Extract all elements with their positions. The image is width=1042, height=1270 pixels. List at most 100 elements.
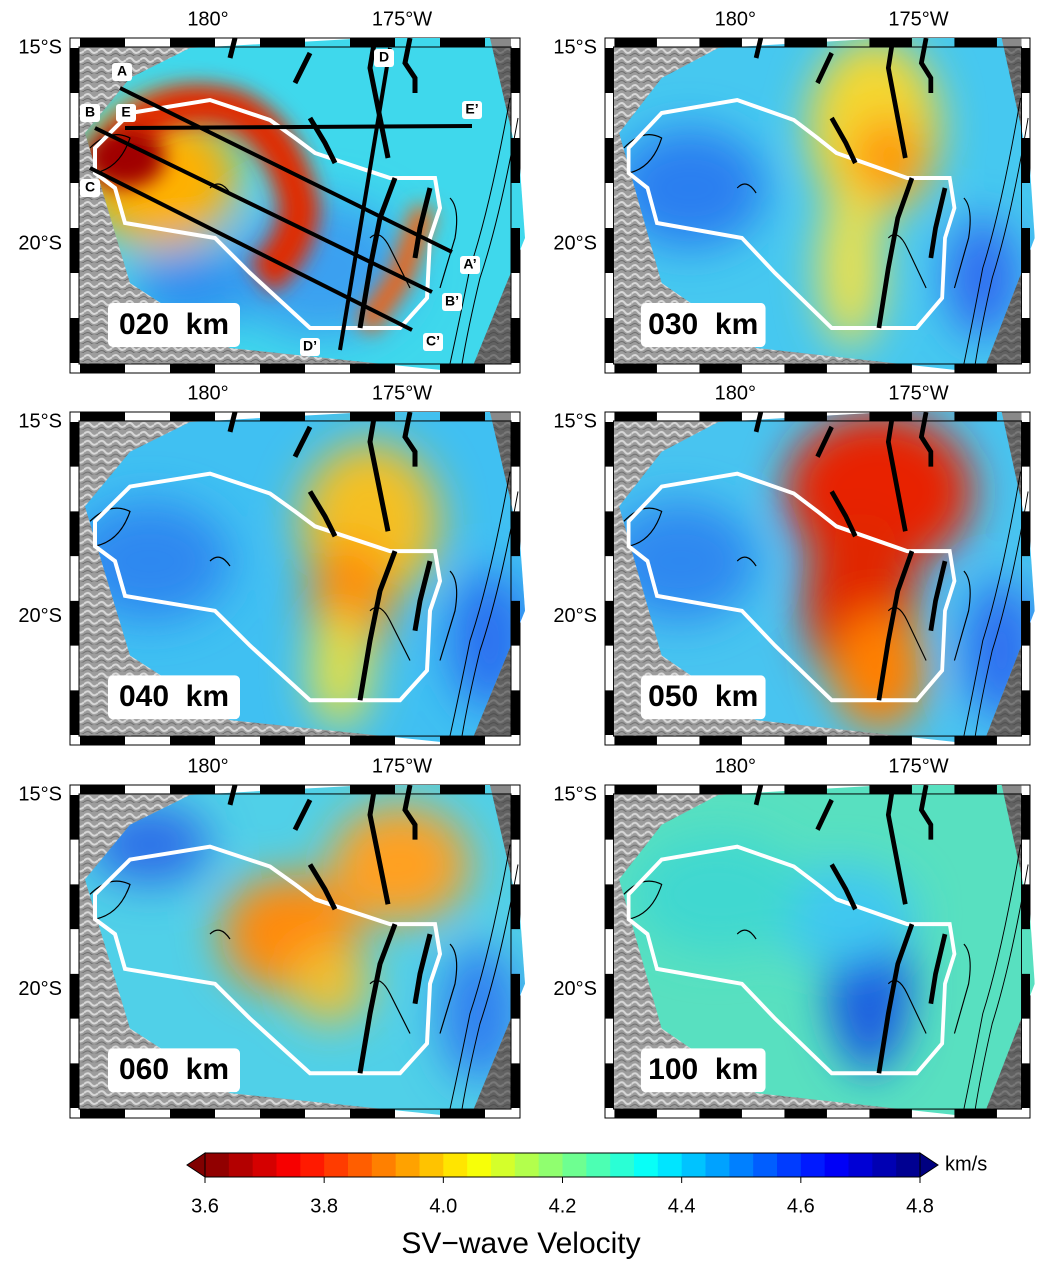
lat-label: 15°S	[18, 410, 62, 432]
map: 050 km	[605, 411, 1035, 746]
colorbar-step	[252, 1153, 277, 1177]
profile-label: A	[117, 63, 127, 79]
anomaly	[850, 118, 927, 198]
spreading-center	[292, 425, 313, 458]
velocity-field	[85, 38, 525, 373]
spreading-center	[928, 187, 948, 259]
inner-frame	[78, 793, 512, 1110]
colorbar-step	[634, 1153, 659, 1177]
spreading-center	[357, 923, 398, 1074]
depth-box	[108, 675, 240, 720]
frame-ticks	[70, 38, 520, 373]
study-outline	[93, 844, 443, 1076]
velocity-anomalies	[619, 38, 1021, 348]
colorbar-step	[467, 1153, 492, 1177]
anomaly	[831, 610, 927, 731]
spreading-center	[876, 923, 915, 1074]
spreading-center	[227, 784, 238, 806]
colorbar-step	[276, 1153, 301, 1177]
spreading-center	[815, 798, 834, 831]
arc-contours	[449, 844, 519, 1110]
inner-frame	[613, 46, 1022, 365]
colorbar-step	[371, 1153, 397, 1177]
profile-label-box	[442, 293, 462, 311]
lon-label: 180°	[187, 8, 228, 30]
colorbar-high-arrow	[919, 1152, 939, 1178]
profile-label: B	[85, 104, 95, 120]
colorbar-step	[800, 1153, 826, 1177]
map-panel: 060 km 180° 175°W 15°S 20°S	[18, 755, 525, 1119]
study-outline	[626, 844, 957, 1076]
profiles: A A’ B B’ C C’ D D’ E E’	[80, 47, 482, 356]
profile-line	[94, 126, 433, 294]
map: 060 km	[70, 784, 525, 1119]
spreading-center	[357, 177, 398, 329]
depth-label: 020 km	[119, 308, 229, 341]
profile-line	[119, 86, 453, 254]
profile-label: D	[379, 49, 389, 65]
inner-frame	[78, 420, 512, 737]
spreading-center	[402, 37, 418, 93]
spreading-center	[918, 37, 934, 93]
colorbar-step	[228, 1153, 254, 1177]
spreading-center	[829, 490, 858, 538]
lat-label: 20°S	[18, 978, 62, 1000]
profile-label: E	[121, 104, 130, 120]
lat-label: 15°S	[553, 36, 597, 58]
arc-contours	[963, 97, 1029, 365]
profile-label-box	[80, 104, 100, 122]
spreading-center	[307, 863, 338, 911]
lon-label: 180°	[715, 382, 756, 404]
anomaly	[817, 188, 884, 348]
lat-label: 20°S	[18, 605, 62, 627]
colorbar-step	[753, 1153, 778, 1177]
colorbar-step	[324, 1153, 349, 1177]
lon-label: 175°W	[888, 755, 948, 777]
profile-label-box	[423, 333, 443, 351]
island-contours	[89, 134, 458, 289]
anomaly	[85, 128, 165, 188]
spreading-center	[402, 784, 418, 840]
profile-label: D’	[303, 338, 317, 354]
island-contours	[623, 880, 971, 1034]
anomaly	[310, 610, 370, 731]
map-panel: 040 km 180° 175°W 15°S 20°S	[18, 382, 525, 746]
map-panel: 100 km 180° 175°W 15°S 20°S	[553, 755, 1035, 1119]
lon-label: 175°W	[888, 382, 948, 404]
anomaly	[765, 864, 917, 964]
colorbar-unit: km/s	[945, 1153, 987, 1175]
colorbar-tick-label: 4.0	[429, 1195, 457, 1217]
lon-label: 180°	[187, 382, 228, 404]
map: 040 km	[70, 411, 525, 746]
colorbar-step	[896, 1153, 921, 1177]
island-contours	[89, 507, 458, 661]
colorbar-tick-label: 4.2	[549, 1195, 577, 1217]
island-contours	[89, 880, 458, 1034]
map-panel: 050 km 180° 175°W 15°S 20°S	[553, 382, 1035, 746]
colorbar-step	[777, 1153, 802, 1177]
depth-label: 100 km	[648, 1053, 758, 1086]
lat-label: 20°S	[553, 232, 597, 254]
profile-label-box	[374, 49, 394, 67]
lon-label: 180°	[715, 755, 756, 777]
profile-label-box	[460, 256, 480, 274]
colorbar-step	[586, 1153, 611, 1177]
spreading-center	[412, 933, 433, 1005]
profile-label-box	[462, 101, 482, 119]
colorbar-step	[610, 1153, 635, 1177]
spreading-center	[412, 187, 433, 259]
spreading-center	[885, 37, 908, 159]
colorbar-step	[419, 1153, 444, 1177]
spreading-center	[815, 51, 834, 85]
anomaly	[94, 84, 321, 295]
spreading-center	[227, 411, 238, 433]
profile-line	[89, 166, 413, 332]
depth-box	[640, 303, 766, 347]
frame-ticks	[70, 412, 520, 746]
spreading-center	[292, 51, 313, 85]
colorbar-tick-label: 4.6	[787, 1195, 815, 1217]
profile-label: B’	[445, 293, 459, 309]
depth-label: 030 km	[648, 308, 758, 341]
colorbar-tick-label: 4.4	[668, 1195, 696, 1217]
